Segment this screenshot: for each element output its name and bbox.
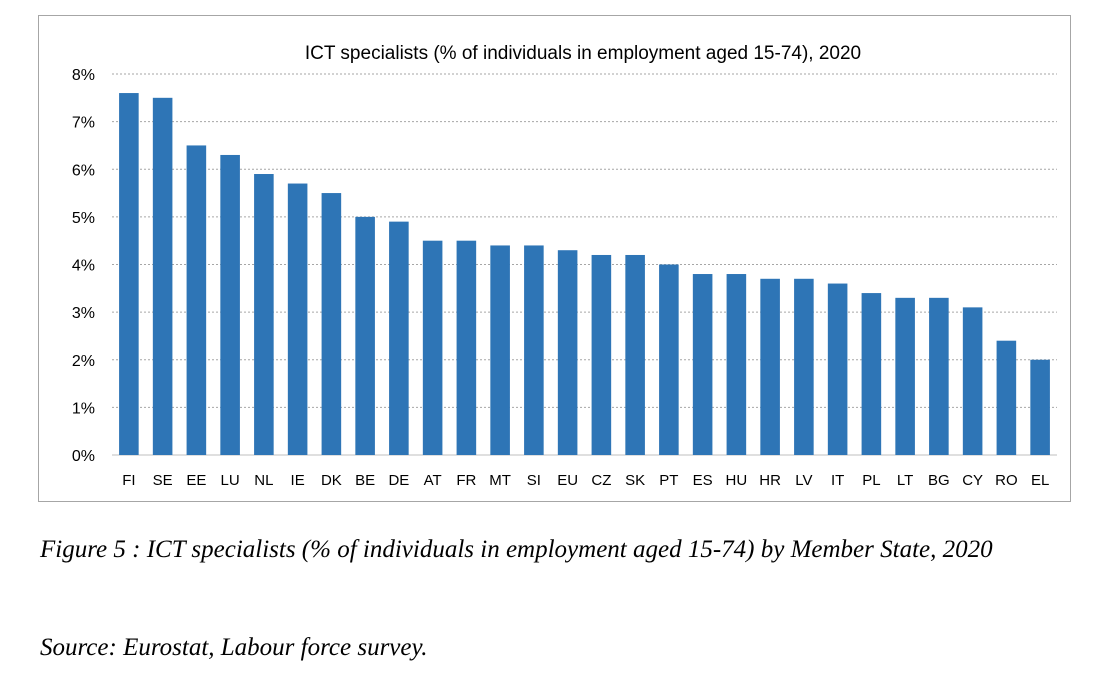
x-tick-label: MT bbox=[489, 472, 511, 489]
bar-eu bbox=[557, 250, 578, 455]
x-axis-labels: FI SE EE LU NL IE DK BE DE AT FR MT SI EU CZ SK PT ES HU HR… bbox=[122, 472, 1049, 489]
bar-pl bbox=[861, 293, 882, 455]
bar-es bbox=[692, 274, 713, 455]
y-tick-label: 6% bbox=[72, 162, 95, 179]
bar-lu bbox=[220, 154, 240, 455]
x-tick-label: BE bbox=[355, 472, 375, 489]
source-note: Source: Eurostat, Labour force survey. bbox=[40, 634, 428, 661]
x-tick-label: DK bbox=[321, 472, 342, 489]
bar-hr bbox=[760, 278, 780, 455]
bar-chart: ICT specialists (% of individuals in emp… bbox=[72, 43, 1057, 489]
x-tick-label: LU bbox=[221, 472, 240, 489]
x-tick-label: SE bbox=[153, 472, 173, 489]
bar-ee bbox=[186, 145, 207, 455]
bar-fi bbox=[119, 93, 139, 456]
bar-el bbox=[1030, 359, 1050, 455]
y-axis-ticks: 0% 1% 2% 3% 4% 5% 6% 7% 8% bbox=[72, 67, 95, 465]
bar-bg bbox=[929, 297, 949, 455]
x-tick-label: HU bbox=[726, 472, 748, 489]
bar-cy bbox=[962, 307, 983, 455]
x-tick-label: SK bbox=[625, 472, 645, 489]
x-tick-label: AT bbox=[424, 472, 442, 489]
bar-pt bbox=[659, 264, 679, 455]
chart-container: ICT specialists (% of individuals in emp… bbox=[38, 15, 1071, 502]
x-tick-label: EE bbox=[186, 472, 206, 489]
x-tick-label: EL bbox=[1031, 472, 1049, 489]
bar-dk bbox=[321, 193, 342, 455]
x-tick-label: FI bbox=[122, 472, 135, 489]
bar-si bbox=[524, 245, 544, 455]
gridlines bbox=[112, 73, 1057, 456]
x-tick-label: DE bbox=[388, 472, 409, 489]
bar-fr bbox=[456, 240, 477, 455]
y-tick-label: 8% bbox=[72, 67, 95, 84]
bar-be bbox=[355, 216, 375, 455]
bar-mt bbox=[490, 245, 510, 455]
bar-hu bbox=[726, 274, 747, 455]
y-tick-label: 1% bbox=[72, 400, 95, 417]
y-tick-label: 0% bbox=[72, 448, 95, 465]
x-tick-label: BG bbox=[928, 472, 950, 489]
x-tick-label: PL bbox=[862, 472, 880, 489]
bar-lt bbox=[895, 297, 915, 455]
x-tick-label: HR bbox=[759, 472, 781, 489]
y-tick-label: 7% bbox=[72, 115, 95, 132]
x-tick-label: RO bbox=[995, 472, 1018, 489]
x-tick-label: PT bbox=[659, 472, 678, 489]
x-tick-label: LT bbox=[897, 472, 913, 489]
chart-title: ICT specialists (% of individuals in emp… bbox=[305, 43, 861, 64]
x-tick-label: SI bbox=[527, 472, 541, 489]
bar-ro bbox=[996, 340, 1017, 455]
x-tick-label: IE bbox=[291, 472, 305, 489]
x-tick-label: LV bbox=[795, 472, 812, 489]
bar-nl bbox=[254, 174, 274, 455]
bar-it bbox=[827, 283, 848, 455]
x-tick-label: EU bbox=[557, 472, 578, 489]
bar-at bbox=[422, 240, 443, 455]
bar-se bbox=[152, 97, 173, 455]
bar-sk bbox=[625, 254, 645, 455]
x-tick-label: FR bbox=[456, 472, 476, 489]
y-tick-label: 5% bbox=[72, 210, 95, 227]
bar-ie bbox=[287, 183, 308, 455]
x-tick-label: ES bbox=[693, 472, 713, 489]
x-tick-label: NL bbox=[254, 472, 273, 489]
y-tick-label: 2% bbox=[72, 353, 95, 370]
bars bbox=[119, 93, 1050, 456]
bar-lv bbox=[794, 278, 814, 455]
bar-cz bbox=[591, 254, 612, 455]
x-tick-label: CY bbox=[962, 472, 983, 489]
x-tick-label: IT bbox=[831, 472, 844, 489]
bar-de bbox=[389, 221, 409, 455]
figure-caption: Figure 5 : ICT specialists (% of individ… bbox=[40, 536, 993, 563]
y-tick-label: 4% bbox=[72, 258, 95, 275]
y-tick-label: 3% bbox=[72, 305, 95, 322]
x-tick-label: CZ bbox=[591, 472, 611, 489]
